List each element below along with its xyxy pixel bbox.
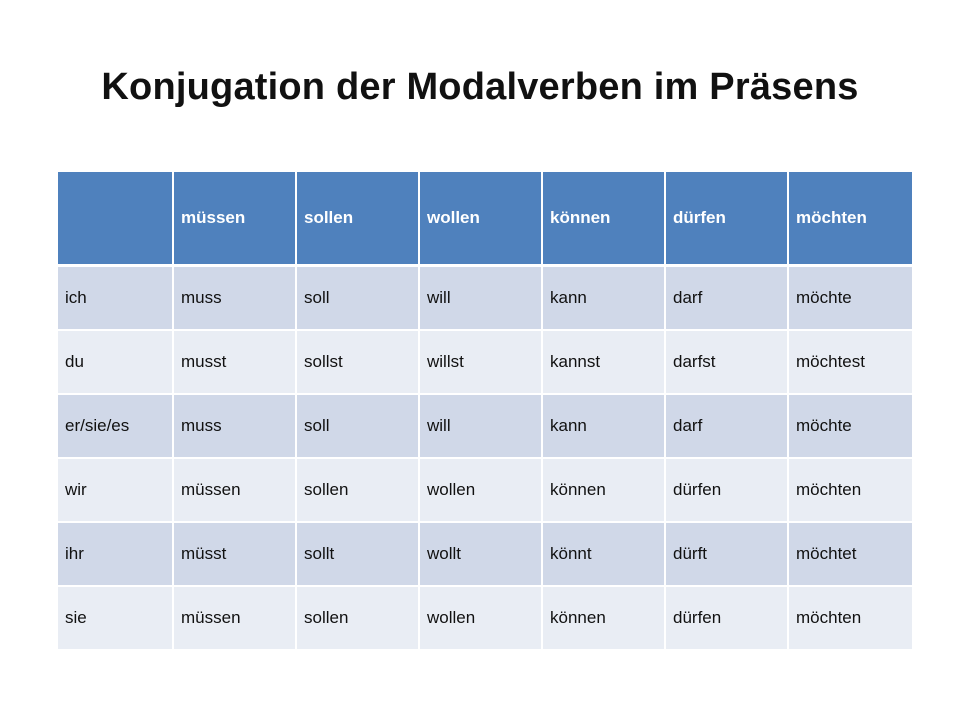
pronoun-cell: ihr bbox=[58, 522, 174, 587]
table-cell: möchtest bbox=[788, 330, 912, 395]
table-cell: könnt bbox=[542, 522, 666, 587]
table-cell: kann bbox=[542, 394, 666, 459]
table-cell: sollst bbox=[296, 330, 420, 395]
table-cell: dürfen bbox=[665, 458, 789, 523]
slide-title: Konjugation der Modalverben im Präsens bbox=[101, 66, 859, 108]
table-cell: willst bbox=[419, 330, 543, 395]
table-cell: wollen bbox=[419, 458, 543, 523]
header-cell-empty bbox=[58, 172, 174, 267]
header-row: müssen sollen wollen können dürfen möcht… bbox=[58, 172, 912, 267]
conjugation-table: müssen sollen wollen können dürfen möcht… bbox=[58, 172, 912, 651]
table-cell: möchten bbox=[788, 458, 912, 523]
table-cell: darfst bbox=[665, 330, 789, 395]
pronoun-cell: er/sie/es bbox=[58, 394, 174, 459]
header-cell-wollen: wollen bbox=[419, 172, 543, 267]
header-cell-sollen: sollen bbox=[296, 172, 420, 267]
table-cell: dürfen bbox=[665, 586, 789, 651]
table-cell: möchten bbox=[788, 586, 912, 651]
table-cell: wollt bbox=[419, 522, 543, 587]
table-cell: darf bbox=[665, 265, 789, 331]
table-row-du: du musst sollst willst kannst darfst möc… bbox=[58, 330, 912, 395]
table-cell: soll bbox=[296, 265, 420, 331]
header-cell-koennen: können bbox=[542, 172, 666, 267]
table-cell: will bbox=[419, 394, 543, 459]
table-cell: müssen bbox=[173, 458, 297, 523]
header-cell-duerfen: dürfen bbox=[665, 172, 789, 267]
table-cell: darf bbox=[665, 394, 789, 459]
table-cell: möchtet bbox=[788, 522, 912, 587]
pronoun-cell: du bbox=[58, 330, 174, 395]
table-cell: muss bbox=[173, 394, 297, 459]
header-cell-muessen: müssen bbox=[173, 172, 297, 267]
table-cell: will bbox=[419, 265, 543, 331]
table-cell: müssen bbox=[173, 586, 297, 651]
table-cell: sollen bbox=[296, 458, 420, 523]
table-cell: kann bbox=[542, 265, 666, 331]
table-cell: musst bbox=[173, 330, 297, 395]
table-row-sie: sie müssen sollen wollen können dürfen m… bbox=[58, 586, 912, 651]
table-cell: können bbox=[542, 586, 666, 651]
table-cell: müsst bbox=[173, 522, 297, 587]
table-cell: soll bbox=[296, 394, 420, 459]
table-row-ich: ich muss soll will kann darf möchte bbox=[58, 265, 912, 331]
table-cell: muss bbox=[173, 265, 297, 331]
pronoun-cell: wir bbox=[58, 458, 174, 523]
table-cell: sollt bbox=[296, 522, 420, 587]
table-cell: dürft bbox=[665, 522, 789, 587]
table-cell: möchte bbox=[788, 265, 912, 331]
table-row-wir: wir müssen sollen wollen können dürfen m… bbox=[58, 458, 912, 523]
table-cell: wollen bbox=[419, 586, 543, 651]
table-cell: sollen bbox=[296, 586, 420, 651]
header-cell-moechten: möchten bbox=[788, 172, 912, 267]
pronoun-cell: ich bbox=[58, 265, 174, 331]
table-cell: möchte bbox=[788, 394, 912, 459]
table-cell: kannst bbox=[542, 330, 666, 395]
pronoun-cell: sie bbox=[58, 586, 174, 651]
table-row-er-sie-es: er/sie/es muss soll will kann darf möcht… bbox=[58, 394, 912, 459]
table-row-ihr: ihr müsst sollt wollt könnt dürft möchte… bbox=[58, 522, 912, 587]
table-cell: können bbox=[542, 458, 666, 523]
